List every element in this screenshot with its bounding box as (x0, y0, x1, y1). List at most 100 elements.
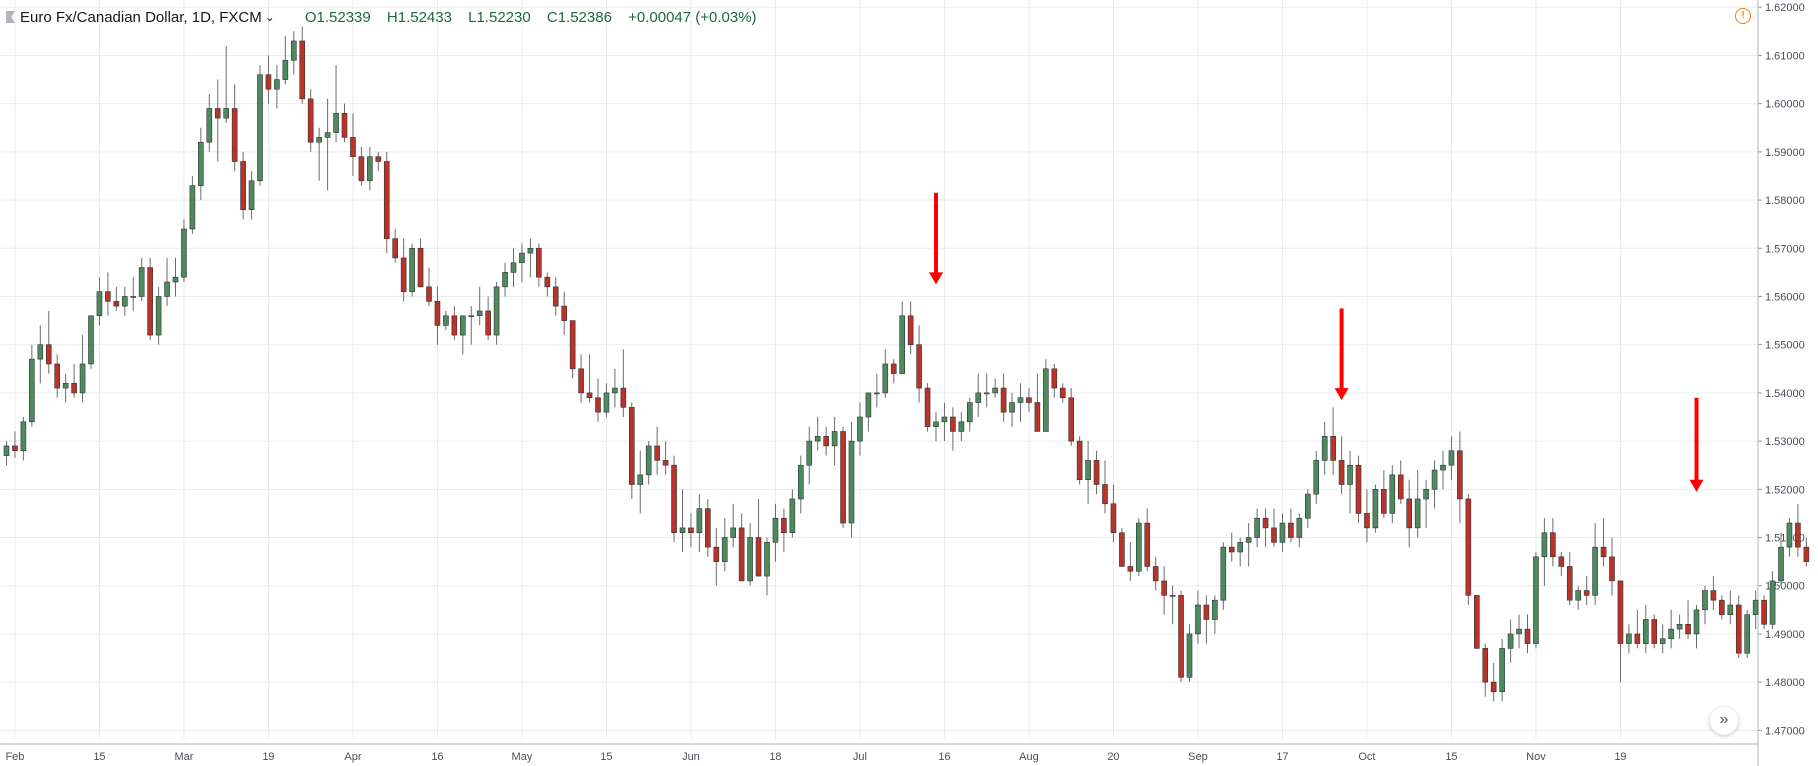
candle-up[interactable] (493, 286, 500, 336)
candle-down[interactable] (1685, 623, 1691, 635)
candle-up[interactable] (443, 315, 449, 326)
candle-down[interactable] (1178, 595, 1184, 678)
candle-down[interactable] (1127, 566, 1134, 572)
candle-down[interactable] (214, 108, 221, 119)
candle-down[interactable] (1550, 532, 1556, 558)
candle-up[interactable] (1541, 532, 1548, 558)
candle-down[interactable] (1093, 460, 1100, 485)
candle-down[interactable] (738, 527, 745, 582)
candle-down[interactable] (392, 238, 399, 259)
candle-up[interactable] (468, 315, 475, 318)
candle-down[interactable] (1262, 517, 1269, 529)
candle-down[interactable] (1490, 681, 1497, 693)
candle-down[interactable] (1634, 633, 1641, 644)
candle-up[interactable] (1389, 474, 1396, 514)
candle-up[interactable] (730, 527, 737, 538)
candle-up[interactable] (1136, 522, 1142, 572)
candle-up[interactable] (992, 387, 998, 394)
candle-up[interactable] (155, 296, 162, 336)
candle-up[interactable] (1321, 435, 1328, 461)
candle-up[interactable] (257, 74, 263, 182)
candle-down[interactable] (434, 301, 441, 326)
candle-down[interactable] (1710, 590, 1717, 601)
candle-down[interactable] (620, 387, 627, 408)
candle-up[interactable] (645, 445, 652, 476)
candle-up[interactable] (1212, 599, 1218, 620)
candle-up[interactable] (1372, 489, 1379, 529)
candle-up[interactable] (122, 296, 128, 307)
candle-up[interactable] (899, 315, 906, 374)
candle-down[interactable] (240, 161, 246, 211)
candle-up[interactable] (519, 252, 525, 264)
candle-up[interactable] (933, 421, 939, 427)
candle-down[interactable] (1119, 532, 1125, 567)
candle-down[interactable] (45, 344, 52, 365)
candle-down[interactable] (781, 517, 787, 534)
candle-up[interactable] (316, 137, 322, 143)
candle-down[interactable] (662, 460, 669, 466)
candle-down[interactable] (705, 508, 711, 548)
candle-up[interactable] (20, 421, 27, 452)
candle-down[interactable] (417, 247, 424, 288)
candle-down[interactable] (426, 286, 432, 302)
candle-down[interactable] (628, 407, 635, 485)
candle-up[interactable] (772, 517, 779, 543)
candle-down[interactable] (1719, 599, 1725, 615)
candle-down[interactable] (12, 445, 18, 452)
candle-up[interactable] (333, 112, 339, 133)
candle-up[interactable] (476, 310, 483, 317)
candle-up[interactable] (857, 416, 863, 442)
candle-down[interactable] (536, 247, 542, 278)
candle-down[interactable] (1803, 546, 1810, 562)
candle-up[interactable] (1575, 590, 1581, 601)
candle-down[interactable] (1102, 484, 1108, 505)
candle-down[interactable] (1288, 522, 1294, 538)
candle-down[interactable] (1381, 489, 1387, 514)
candle-up[interactable] (848, 440, 855, 524)
candle-down[interactable] (231, 108, 238, 162)
candle-down[interactable] (54, 363, 61, 389)
candle-down[interactable] (544, 276, 551, 288)
candle-down[interactable] (1144, 522, 1151, 567)
candle-up[interactable] (510, 262, 517, 273)
candle-up[interactable] (1279, 522, 1286, 543)
candle-down[interactable] (890, 363, 897, 374)
candle-up[interactable] (223, 108, 229, 119)
candle-down[interactable] (654, 445, 660, 461)
candle-up[interactable] (324, 132, 331, 138)
candle-down[interactable] (358, 156, 365, 182)
candle-up[interactable] (764, 542, 770, 577)
candle-down[interactable] (350, 137, 356, 157)
candle-down[interactable] (950, 416, 956, 432)
candle-up[interactable] (1440, 464, 1446, 471)
candle-down[interactable] (671, 464, 677, 534)
chevron-down-icon[interactable]: ⌄ (264, 10, 275, 24)
candle-up[interactable] (189, 185, 196, 230)
candle-up[interactable] (1245, 537, 1252, 543)
candle-up[interactable] (1347, 464, 1353, 485)
candle-down[interactable] (1110, 503, 1117, 534)
candle-down[interactable] (400, 257, 407, 292)
candle-down[interactable] (1355, 464, 1362, 514)
candle-up[interactable] (459, 315, 466, 336)
candle-up[interactable] (181, 228, 187, 278)
candle-down[interactable] (1583, 590, 1590, 596)
candle-down[interactable] (299, 40, 306, 100)
candle-down[interactable] (907, 315, 914, 345)
candle-down[interactable] (1026, 397, 1032, 403)
candle-down[interactable] (1152, 566, 1159, 582)
candle-down[interactable] (1338, 460, 1345, 485)
candle-up[interactable] (130, 296, 137, 298)
candle-down[interactable] (307, 98, 314, 143)
candle-down[interactable] (840, 431, 846, 524)
candle-up[interactable] (1693, 609, 1700, 635)
candle-up[interactable] (206, 108, 213, 143)
candle-down[interactable] (924, 387, 931, 427)
candle-down[interactable] (688, 527, 694, 534)
candle-down[interactable] (71, 382, 77, 394)
candle-down[interactable] (916, 344, 922, 389)
candle-up[interactable] (37, 344, 44, 360)
candle-up[interactable] (814, 435, 821, 442)
candle-up[interactable] (797, 464, 804, 500)
candle-up[interactable] (79, 363, 86, 394)
